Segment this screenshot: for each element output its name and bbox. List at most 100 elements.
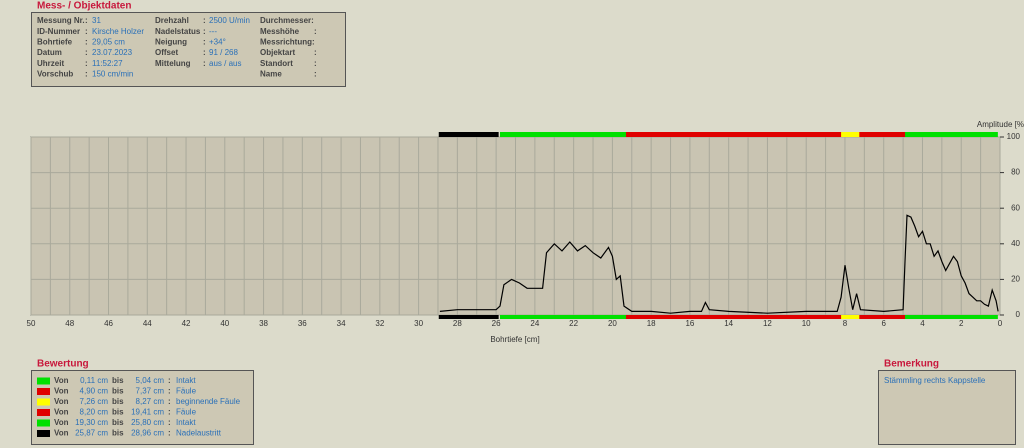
y-tick-label: 80: [1011, 168, 1020, 177]
header-box: [31, 12, 346, 87]
x-tick-label: 12: [763, 319, 772, 328]
bemerkung-title: Bemerkung: [884, 359, 939, 370]
y-axis-title: Amplitude [%: [977, 120, 1024, 129]
rating-label: beginnende Fäule: [176, 397, 241, 406]
rating-band: [857, 132, 906, 137]
x-tick-label: 22: [569, 319, 578, 328]
from-word: Von: [54, 418, 69, 427]
field-separator: :: [203, 59, 206, 68]
to-word: bis: [112, 387, 124, 396]
from-value: 4,90 cm: [80, 387, 109, 396]
rating-swatch: [37, 398, 50, 406]
x-tick-label: 48: [65, 319, 74, 328]
field-label: Messhöhe: [260, 27, 300, 36]
x-tick-label: 44: [143, 319, 152, 328]
to-word: bis: [112, 397, 124, 406]
to-word: bis: [112, 418, 124, 427]
separator: :: [168, 429, 171, 438]
field-label: ID-Nummer: [37, 27, 80, 36]
field-separator: :: [203, 27, 206, 36]
header-title: Mess- / Objektdaten: [37, 1, 131, 12]
from-value: 0,11 cm: [80, 376, 108, 385]
x-tick-label: 26: [492, 319, 501, 328]
x-tick-label: 0: [998, 319, 1003, 328]
field-label: Vorschub: [37, 70, 73, 79]
from-value: 25,87 cm: [75, 429, 108, 438]
field-separator: :: [314, 48, 317, 57]
field-value: ---: [209, 27, 217, 36]
field-separator: :: [85, 59, 88, 68]
x-tick-label: 34: [337, 319, 346, 328]
field-value: 31: [92, 16, 101, 25]
field-value: 2500 U/min: [209, 16, 250, 25]
to-value: 25,80 cm: [131, 418, 164, 427]
rating-label: Fäule: [176, 408, 197, 417]
rating-band: [902, 132, 998, 137]
field-label: Objektart: [260, 48, 295, 57]
field-label: Mittelung: [155, 59, 191, 68]
x-tick-label: 8: [843, 319, 848, 328]
to-value: 19,41 cm: [131, 408, 164, 417]
rating-label: Fäule: [176, 387, 197, 396]
to-value: 28,96 cm: [131, 429, 164, 438]
to-value: 7,37 cm: [136, 387, 165, 396]
x-tick-label: 14: [724, 319, 733, 328]
amplitude-line: [439, 214, 999, 314]
rating-swatch: [37, 377, 50, 385]
separator: :: [168, 387, 171, 396]
y-tick-label: 40: [1011, 239, 1020, 248]
from-word: Von: [54, 408, 69, 417]
field-value: aus / aus: [209, 59, 241, 68]
rating-swatch: [37, 430, 50, 437]
field-label: Messung Nr.: [37, 16, 85, 25]
rating-band: [438, 132, 499, 137]
rating-swatch: [37, 409, 50, 416]
from-value: 7,26 cm: [80, 397, 109, 406]
x-tick-label: 28: [453, 319, 462, 328]
field-separator: :: [85, 48, 88, 57]
x-tick-label: 18: [647, 319, 656, 328]
x-tick-label: 30: [414, 319, 423, 328]
rating-label: Intakt: [176, 418, 196, 427]
field-label: Messrichtung:: [260, 38, 315, 47]
field-separator: :: [203, 48, 206, 57]
field-value: Kirsche Holzer: [92, 27, 144, 36]
rating-band: [499, 132, 626, 137]
to-word: bis: [112, 429, 124, 438]
rating-swatch: [37, 388, 50, 395]
rating-swatch: [37, 419, 50, 427]
field-label: Uhrzeit: [37, 59, 64, 68]
to-value: 8,27 cm: [136, 397, 165, 406]
x-tick-label: 38: [259, 319, 268, 328]
field-separator: :: [314, 59, 317, 68]
from-word: Von: [54, 387, 69, 396]
rating-band: [902, 315, 998, 319]
x-tick-label: 6: [881, 319, 886, 328]
field-value: 29,05 cm: [92, 38, 125, 47]
field-label: Standort: [260, 59, 293, 68]
bemerkung-text: Stämmling rechts Kappstelle: [884, 376, 986, 385]
x-tick-label: 4: [920, 319, 925, 328]
to-word: bis: [112, 376, 124, 385]
x-tick-label: 24: [530, 319, 539, 328]
separator: :: [168, 418, 171, 427]
x-tick-label: 10: [802, 319, 811, 328]
field-separator: :: [314, 70, 317, 79]
field-label: Drehzahl: [155, 16, 189, 25]
field-label: Nadelstatus: [155, 27, 201, 36]
rating-band: [839, 315, 860, 319]
rating-band: [499, 315, 626, 319]
field-value: 150 cm/min: [92, 70, 133, 79]
x-tick-label: 46: [104, 319, 113, 328]
rating-band: [839, 132, 860, 137]
separator: :: [168, 397, 171, 406]
field-separator: :: [203, 38, 206, 47]
y-tick-label: 0: [1016, 310, 1021, 319]
from-word: Von: [54, 429, 69, 438]
field-label: Durchmesser:: [260, 16, 314, 25]
bemerkung-box: [878, 370, 1016, 445]
to-word: bis: [112, 408, 124, 417]
field-value: 23.07.2023: [92, 48, 133, 57]
field-separator: :: [85, 16, 88, 25]
from-value: 8,20 cm: [80, 408, 109, 417]
